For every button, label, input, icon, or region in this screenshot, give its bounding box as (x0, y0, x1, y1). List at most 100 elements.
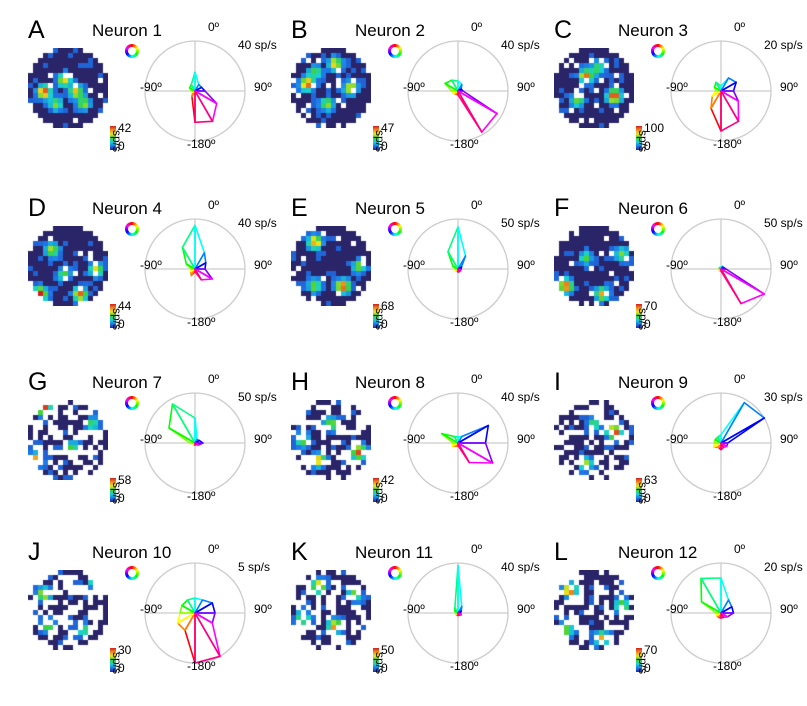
panel-title: Neuron 12 (618, 543, 698, 562)
panel-letter: L (554, 538, 568, 566)
rate-map-heatmap (554, 400, 634, 480)
panel-d: D Neuron 4 44 0 sp/s 0º 40 sp/s -90º 90º -180º (28, 196, 288, 362)
polar-scale-label: 20 sp/s (764, 38, 803, 52)
tuning-curve-segment (194, 612, 221, 664)
polar-label-0: 0º (208, 198, 220, 212)
colorbar-min: 0 (644, 139, 651, 153)
polar-label-0: 0º (734, 372, 746, 386)
polar-label-0: 0º (471, 20, 483, 34)
polar-plot (144, 40, 246, 142)
polar-plot (670, 392, 772, 494)
hue-ring-icon (651, 396, 665, 410)
panel-title: Neuron 6 (618, 199, 688, 218)
rate-map-heatmap (291, 226, 371, 306)
polar-plot (407, 562, 509, 664)
colorbar-unit: sp/s (636, 652, 650, 675)
panel-letter: B (291, 16, 308, 44)
polar-label-minus180: -180º (450, 659, 479, 673)
colorbar-max: 63 (644, 473, 658, 487)
tuning-curve-segment (194, 90, 214, 124)
tuning-curve-segment (720, 599, 733, 614)
polar-label-plus90: 90º (780, 432, 798, 446)
panel-title: Neuron 7 (92, 373, 162, 392)
polar-scale-label: 30 sp/s (764, 390, 803, 404)
colorbar-unit: sp/s (110, 130, 124, 153)
tuning-curve-segment (720, 442, 725, 451)
panel-letter: C (554, 16, 573, 44)
polar-label-minus180: -180º (187, 137, 216, 151)
polar-label-minus90: -90º (140, 602, 162, 616)
polar-label-plus90: 90º (254, 258, 272, 272)
panel-l: L Neuron 12 70 0 sp/s 0º 20 sp/s -90º 90º -180º (554, 540, 807, 706)
panel-b: B Neuron 2 47 0 sp/s 0º 40 sp/s -90º 90º -180º (291, 18, 551, 184)
panel-letter: E (291, 194, 308, 222)
hue-ring-icon (388, 396, 402, 410)
tuning-curve-segment (194, 442, 197, 446)
polar-plot (670, 40, 772, 142)
tuning-curve-segment (720, 90, 740, 132)
polar-label-minus180: -180º (450, 315, 479, 329)
polar-plot (670, 562, 772, 664)
polar-label-minus90: -90º (140, 80, 162, 94)
panel-letter: H (291, 368, 310, 396)
panel-letter: J (28, 538, 41, 566)
panel-title: Neuron 1 (92, 21, 162, 40)
colorbar-max: 68 (381, 299, 395, 313)
hue-ring-icon (388, 566, 402, 580)
colorbar (110, 304, 116, 328)
rate-map-heatmap (28, 570, 108, 650)
colorbar-unit: sp/s (110, 652, 124, 675)
colorbar-min: 0 (644, 661, 651, 675)
hue-ring-icon (651, 566, 665, 580)
hue-ring-icon (651, 222, 665, 236)
polar-label-minus90: -90º (403, 602, 425, 616)
polar-label-plus90: 90º (780, 602, 798, 616)
polar-plot (144, 562, 246, 664)
hue-ring-icon (125, 566, 139, 580)
rate-map-heatmap (28, 400, 108, 480)
polar-label-minus180: -180º (187, 489, 216, 503)
panel-h: H Neuron 8 42 0 sp/s 0º 40 sp/s -90º 90º -180º (291, 370, 551, 536)
panel-letter: F (554, 194, 570, 222)
polar-label-minus90: -90º (666, 80, 688, 94)
polar-label-plus90: 90º (517, 80, 535, 94)
polar-plot (407, 218, 509, 320)
polar-label-plus90: 90º (517, 432, 535, 446)
panel-c: C Neuron 3 100 0 sp/s 0º 20 sp/s -90º 90º -180º (554, 18, 807, 184)
rate-map-heatmap (554, 570, 634, 650)
colorbar (636, 648, 642, 672)
polar-label-minus180: -180º (713, 489, 742, 503)
colorbar-min: 0 (381, 139, 388, 153)
hue-ring-icon (125, 44, 139, 58)
panel-title: Neuron 9 (618, 373, 688, 392)
colorbar-unit: sp/s (373, 482, 387, 505)
panel-letter: A (28, 16, 45, 44)
colorbar-min: 0 (118, 491, 125, 505)
colorbar-max: 100 (644, 121, 665, 135)
polar-plot (144, 392, 246, 494)
colorbar-max: 42 (381, 473, 395, 487)
polar-scale-label: 5 sp/s (238, 560, 271, 574)
panel-title: Neuron 10 (92, 543, 172, 562)
panel-a: A Neuron 1 42 0 sp/s 0º 40 sp/s -90º 90º -180º (28, 18, 288, 184)
panel-title: Neuron 11 (355, 543, 434, 562)
colorbar-min: 0 (118, 139, 125, 153)
polar-label-minus180: -180º (713, 659, 742, 673)
polar-label-minus180: -180º (187, 315, 216, 329)
polar-label-minus90: -90º (403, 432, 425, 446)
panel-title: Neuron 5 (355, 199, 425, 218)
rate-map-heatmap (28, 226, 108, 306)
colorbar (636, 126, 642, 150)
polar-scale-label: 40 sp/s (238, 216, 277, 230)
colorbar-max: 58 (118, 473, 132, 487)
panel-e: E Neuron 5 68 0 sp/s 0º 50 sp/s -90º 90º -180º (291, 196, 551, 362)
colorbar-max: 70 (644, 299, 658, 313)
hue-ring-icon (388, 222, 402, 236)
polar-label-0: 0º (208, 20, 220, 34)
colorbar (636, 478, 642, 502)
colorbar-unit: sp/s (636, 130, 650, 153)
panel-g: G Neuron 7 58 0 sp/s 0º 50 sp/s -90º 90º -180º (28, 370, 288, 536)
panel-j: J Neuron 10 30 0 sp/s 0º 5 sp/s -90º 90º -180º (28, 540, 288, 706)
polar-label-0: 0º (471, 372, 483, 386)
colorbar (110, 648, 116, 672)
